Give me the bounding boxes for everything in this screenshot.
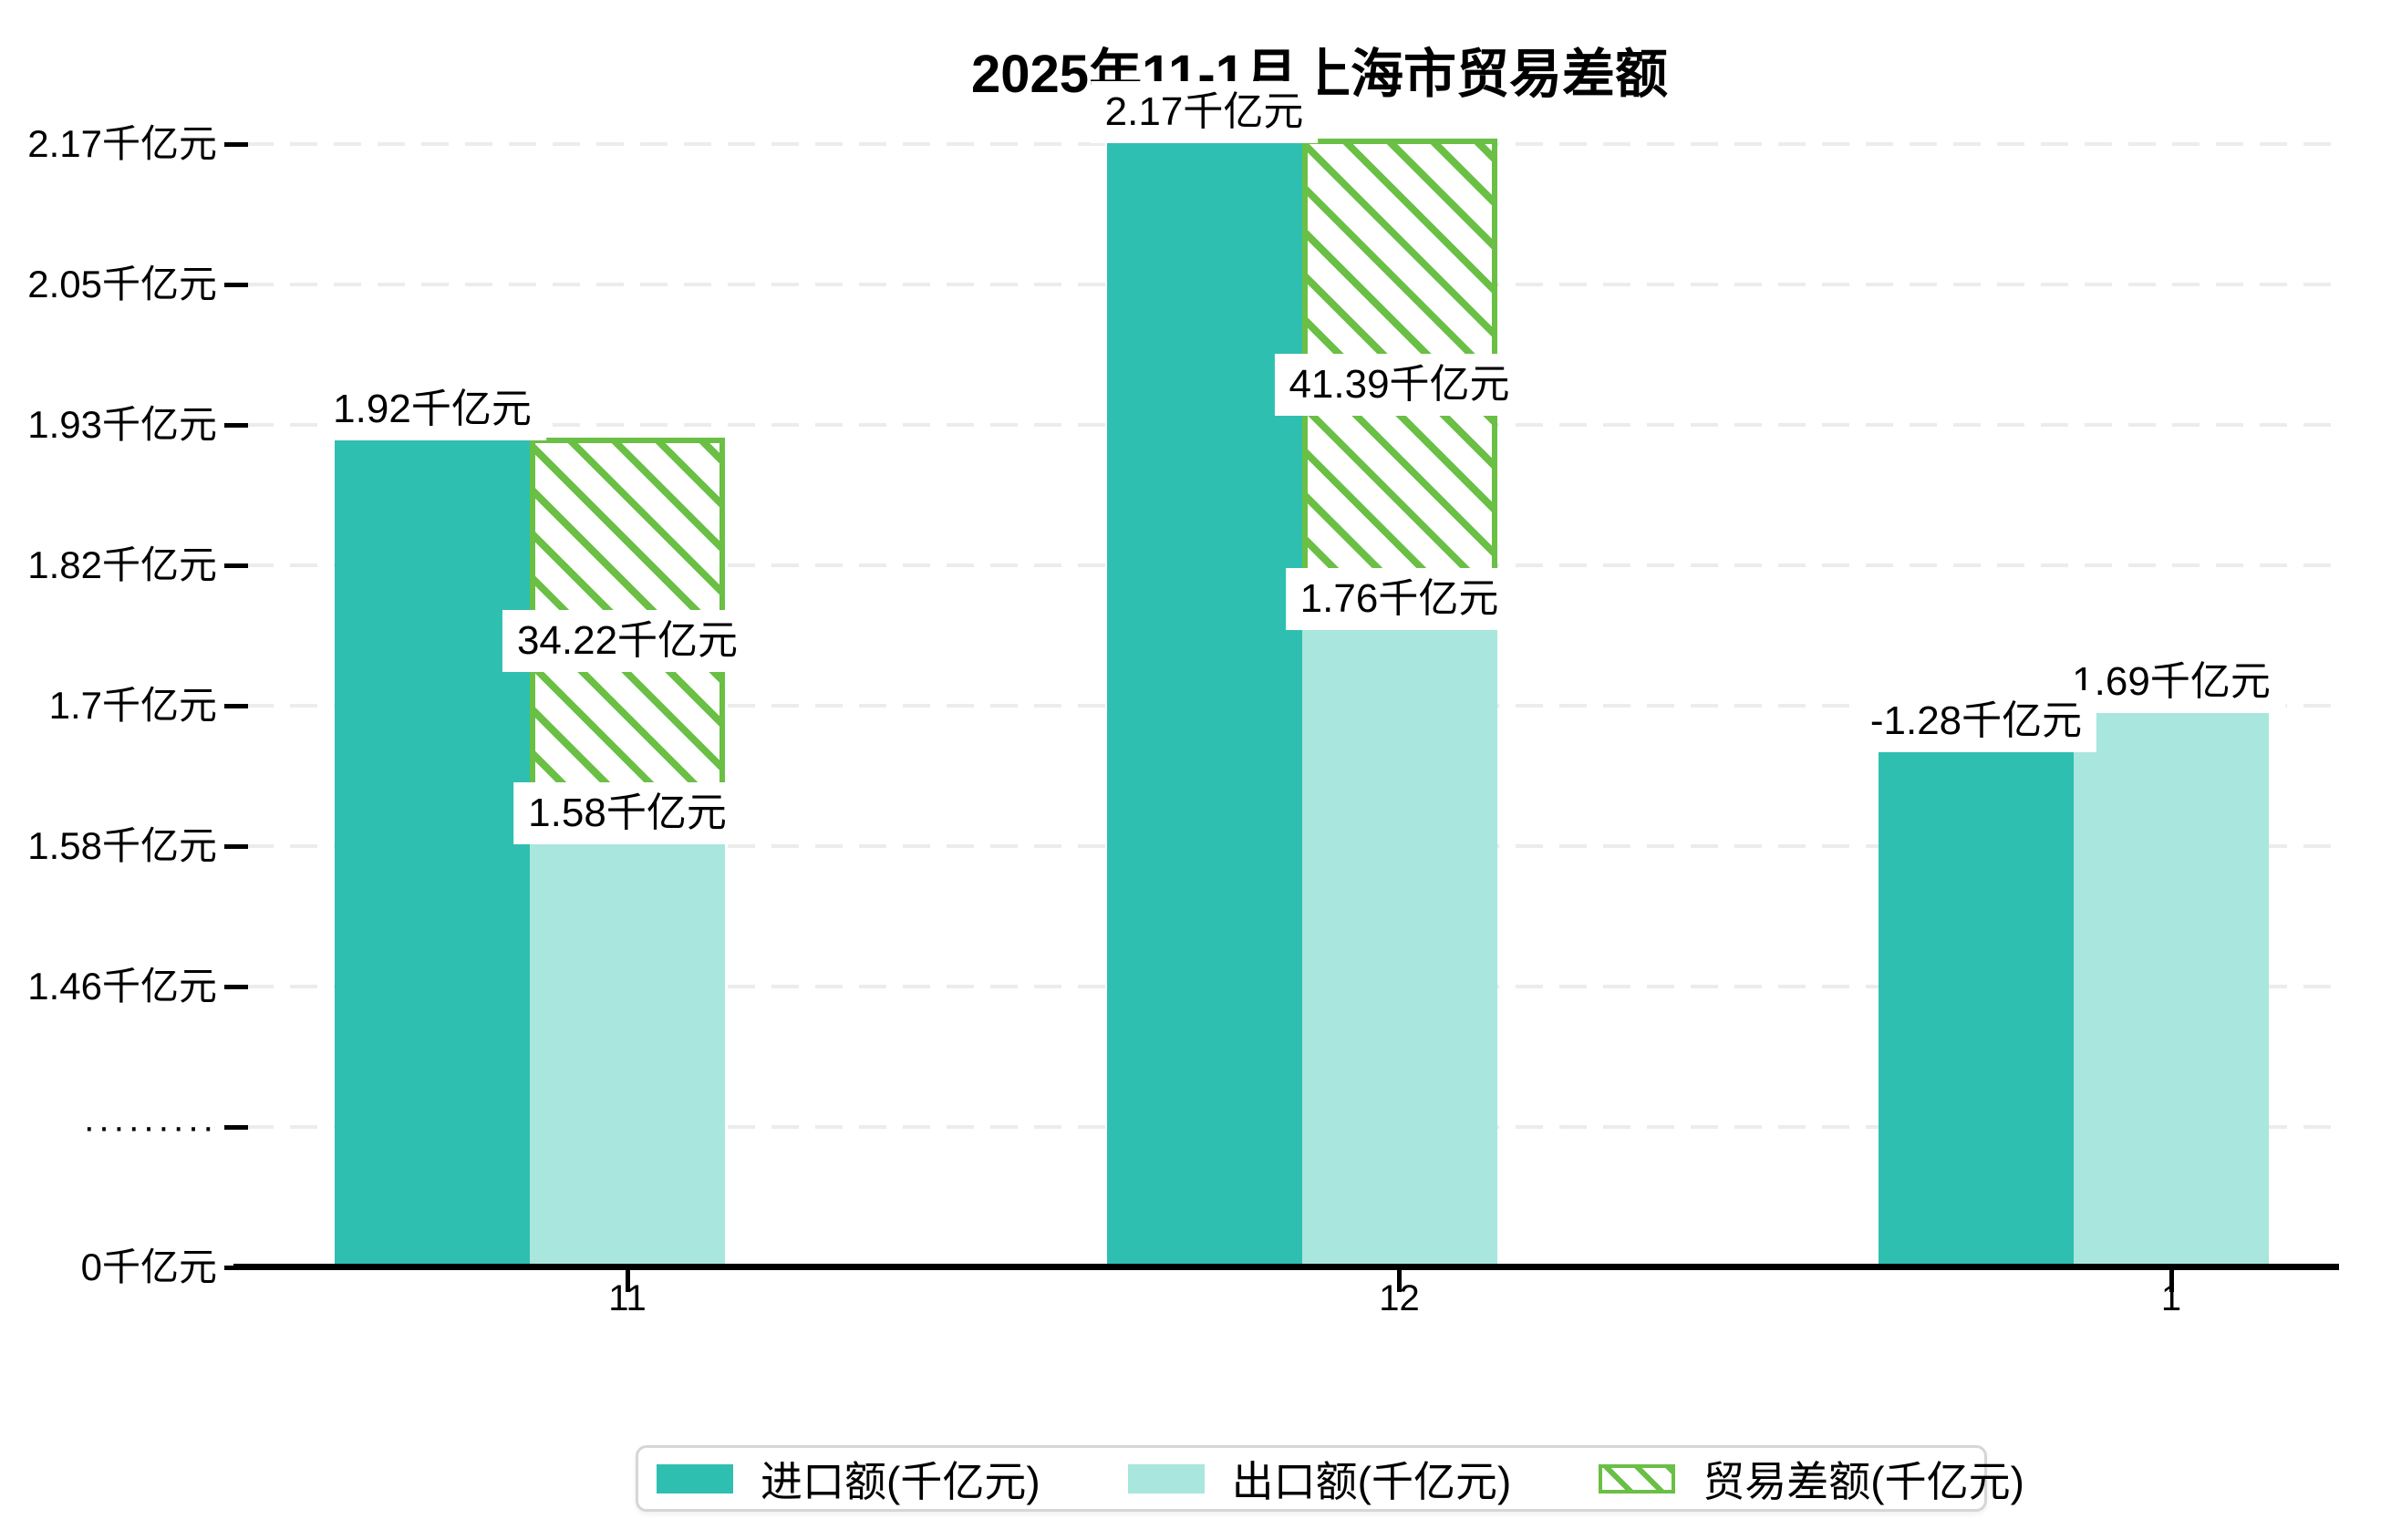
y-axis-tick-mark [224,142,248,147]
y-axis-tick-label: 1.7千亿元 [48,684,217,727]
legend-item-export: 出口额(千亿元) [1127,1449,1512,1509]
y-axis-tick-label: 1.58千亿元 [27,824,217,867]
y-axis-tick-mark [224,563,248,568]
label-export-1: 1.69千亿元 [2057,651,2285,714]
label-balance-1: -1.28千亿元 [1855,689,2097,752]
x-axis-tick-label: 1 [2160,1278,2182,1318]
legend-item-balance: 贸易差额(千亿元) [1599,1449,2024,1509]
bar-import-1 [1879,725,2074,1267]
y-axis-tick-label: 1.46千亿元 [27,965,217,1008]
x-axis-tick-label: 12 [1379,1278,1420,1318]
y-axis-tick-label: 2.05千亿元 [27,263,217,305]
x-axis-tick-mark [625,1270,630,1292]
legend-label: 进口额(千亿元) [761,1457,1040,1505]
bar-import-12 [1106,143,1302,1267]
label-export-11: 1.58千亿元 [513,781,741,844]
y-axis-tick-mark [224,423,248,428]
label-export-12: 1.76千亿元 [1285,568,1514,631]
bar-export-12 [1301,630,1497,1267]
legend-label: 出口额(千亿元) [1231,1457,1512,1505]
x-axis-tick-mark [2168,1270,2174,1292]
y-axis-tick-mark [224,1125,248,1130]
legend-swatch-import [657,1463,733,1493]
chart-title: 2025年11-1月上海市贸易差额 [971,45,1668,104]
y-axis-tick-label: ········· [83,1107,217,1147]
y-axis-tick-mark [224,985,248,989]
x-axis-tick-mark [1397,1270,1402,1292]
y-axis-tick-label: 1.82千亿元 [27,543,217,586]
label-balance-12: 41.39千亿元 [1274,353,1525,416]
legend-item-import: 进口额(千亿元) [657,1449,1040,1509]
label-balance-11: 34.22千亿元 [502,609,753,672]
legend-label: 贸易差额(千亿元) [1703,1457,2024,1505]
x-axis-line [233,1264,2339,1270]
x-axis-tick-label: 11 [608,1278,647,1318]
legend-swatch-export [1127,1463,1205,1493]
y-axis-tick-label: 2.17千亿元 [27,122,217,165]
legend-swatch-balance [1599,1463,1676,1493]
y-axis-tick-mark [224,283,248,287]
y-axis-tick-mark [224,844,248,849]
legend: 进口额(千亿元) 出口额(千亿元) 贸易差额(千亿元) [636,1445,2024,1512]
bar-export-11 [530,843,725,1267]
y-axis-tick-mark [224,704,248,708]
label-import-12: 2.17千亿元 [1090,81,1319,143]
bar-export-1 [2074,713,2269,1267]
bar-import-11 [335,439,530,1267]
y-axis-tick-label: 0千亿元 [80,1245,217,1288]
label-import-11: 1.92千亿元 [318,377,546,440]
y-axis-tick-label: 1.93千亿元 [27,403,217,446]
